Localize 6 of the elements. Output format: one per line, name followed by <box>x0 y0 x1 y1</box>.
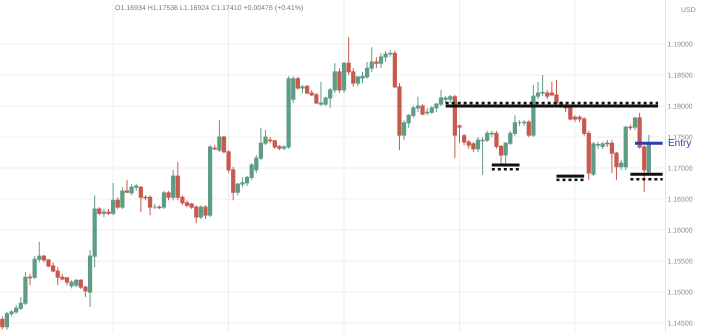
candlestick <box>157 204 162 210</box>
candlestick <box>212 144 217 151</box>
candlestick <box>28 274 32 286</box>
series-label: Entry <box>668 138 692 149</box>
candlestick <box>97 206 102 216</box>
candlestick <box>522 120 526 126</box>
